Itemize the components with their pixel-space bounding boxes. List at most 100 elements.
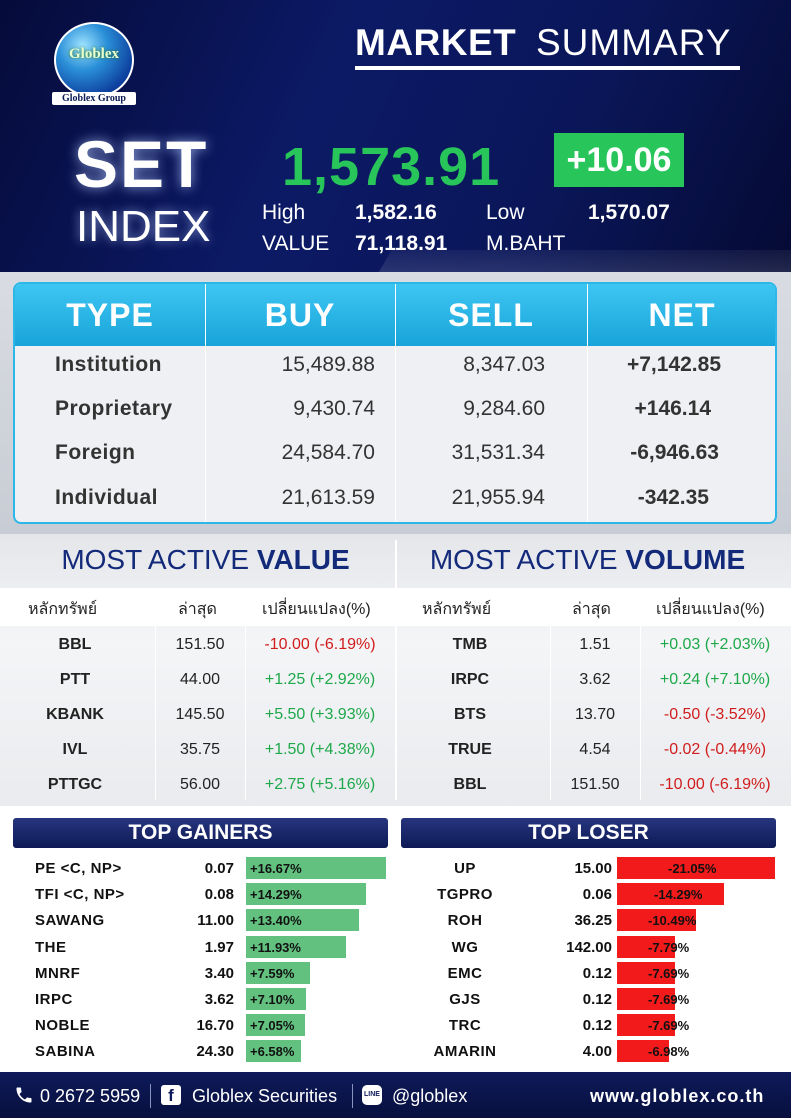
sell-value: 21,955.94	[451, 486, 545, 509]
gain-percent: +7.05%	[250, 1018, 295, 1034]
loss-bar	[617, 909, 696, 932]
buy-value: 15,489.88	[281, 353, 375, 376]
symbol: IRPC	[35, 991, 73, 1008]
symbol: BBL	[58, 636, 92, 653]
loss-bar	[617, 961, 675, 984]
col-last: ล่าสุด	[572, 601, 611, 618]
symbol: PTTGC	[47, 776, 103, 793]
last-price: 44.00	[179, 671, 221, 688]
type-label: Institution	[55, 353, 162, 376]
loss-percent: -7.69%	[648, 965, 690, 981]
symbol: WG	[451, 938, 479, 956]
loss-bar	[617, 857, 775, 879]
symbol: SABINA	[35, 1043, 96, 1061]
col-symbol: หลักทรัพย์	[422, 601, 492, 618]
sell-value: 9,284.60	[463, 397, 545, 420]
footer: 0 2672 5959 f Globlex Securities LINE @g…	[0, 1072, 791, 1118]
symbol: TMB	[452, 636, 488, 653]
symbol: TRC	[448, 1017, 482, 1035]
footer-website[interactable]: www.globlex.co.th	[590, 1086, 765, 1106]
header-buy: BUY	[264, 297, 336, 333]
type-label: Foreign	[55, 441, 136, 464]
gain-bar: +7.10%	[246, 988, 306, 1010]
net-value: -6,946.63	[630, 441, 719, 464]
column-divider	[155, 588, 156, 800]
index-label: INDEX	[76, 202, 211, 251]
col-change: เปลี่ยนแปลง(%)	[656, 601, 765, 618]
globlex-logo: Globlex Globlex Group	[52, 22, 136, 110]
footer-line-id[interactable]: @globlex	[392, 1086, 468, 1106]
line-icon: LINE	[362, 1085, 382, 1105]
header-sell: SELL	[448, 297, 534, 333]
buy-value: 24,584.70	[281, 441, 375, 464]
net-value: -342.35	[637, 486, 709, 509]
most-active-value-title-bold: VALUE	[256, 544, 350, 575]
loss-bar	[617, 935, 675, 958]
price: 142.00	[566, 938, 612, 956]
symbol: THE	[35, 938, 67, 956]
type-label: Individual	[55, 486, 159, 509]
price-change: +5.50 (+3.93%)	[264, 706, 376, 723]
gain-bar: +13.40%	[246, 909, 359, 932]
gain-percent: +7.59%	[250, 965, 295, 981]
price: 24.30	[196, 1043, 234, 1061]
price-change: +0.24 (+7.10%)	[659, 671, 771, 688]
index-change-badge: +10.06	[554, 133, 684, 187]
high-value: 1,582.16	[355, 201, 437, 224]
title-market: MARKET	[355, 22, 517, 63]
logo-name: Globlex	[68, 46, 119, 62]
symbol: AMARIN	[433, 1043, 497, 1061]
symbol: IVL	[62, 741, 88, 758]
gain-percent: +16.67%	[250, 861, 302, 876]
buy-value: 21,613.59	[281, 486, 375, 509]
last-price: 13.70	[574, 706, 616, 723]
price-change: -0.02 (-0.44%)	[663, 741, 767, 758]
price-change: -10.00 (-6.19%)	[264, 636, 376, 653]
price: 0.08	[204, 886, 234, 904]
price: 3.62	[204, 991, 234, 1008]
set-index-value: 1,573.91	[282, 137, 501, 197]
price: 11.00	[197, 912, 234, 930]
price: 3.40	[204, 964, 234, 982]
column-divider	[550, 588, 551, 800]
title-summary: SUMMARY	[536, 22, 732, 63]
loss-percent: -6.98%	[648, 1044, 690, 1060]
last-price: 4.54	[579, 741, 611, 758]
column-divider	[640, 588, 641, 800]
logo-group-label: Globlex Group	[52, 92, 136, 105]
loss-bar	[617, 988, 675, 1010]
price: 0.06	[582, 886, 612, 904]
title-underline	[355, 66, 740, 70]
symbol: ROH	[447, 912, 483, 930]
footer-phone[interactable]: 0 2672 5959	[40, 1086, 141, 1106]
low-value: 1,570.07	[588, 201, 670, 224]
column-divider	[587, 284, 588, 522]
price: 0.07	[204, 860, 234, 877]
symbol: MNRF	[35, 964, 81, 982]
symbol: TGPRO	[437, 886, 493, 904]
footer-facebook[interactable]: Globlex Securities	[192, 1086, 338, 1106]
symbol: KBANK	[46, 706, 104, 723]
footer-separator	[352, 1084, 353, 1108]
investor-type-table: TYPE BUY SELL NET Institution 15,489.88 …	[13, 282, 777, 524]
price: 0.12	[582, 1017, 612, 1035]
loss-percent: -10.49%	[648, 913, 697, 929]
most-active-divider	[395, 540, 397, 800]
gain-bar: +11.93%	[246, 935, 346, 958]
loss-percent: -7.69%	[648, 992, 690, 1007]
price: 16.70	[196, 1017, 234, 1035]
price: 4.00	[582, 1043, 612, 1061]
footer-separator	[150, 1084, 151, 1108]
loss-bar	[617, 1014, 675, 1037]
col-symbol: หลักทรัพย์	[28, 601, 98, 618]
loss-percent: -21.05%	[668, 861, 717, 876]
value-amount: 71,118.91	[355, 232, 448, 255]
price: 1.97	[204, 938, 234, 956]
most-active-volume-title: MOST ACTIVE VOLUME	[390, 544, 785, 584]
gain-percent: +13.40%	[250, 913, 302, 929]
last-price: 151.50	[570, 776, 620, 793]
value-label: VALUE	[262, 232, 330, 255]
loss-percent: -7.79%	[648, 939, 690, 955]
price-change: -0.50 (-3.52%)	[663, 706, 767, 723]
price: 15.00	[574, 860, 612, 877]
